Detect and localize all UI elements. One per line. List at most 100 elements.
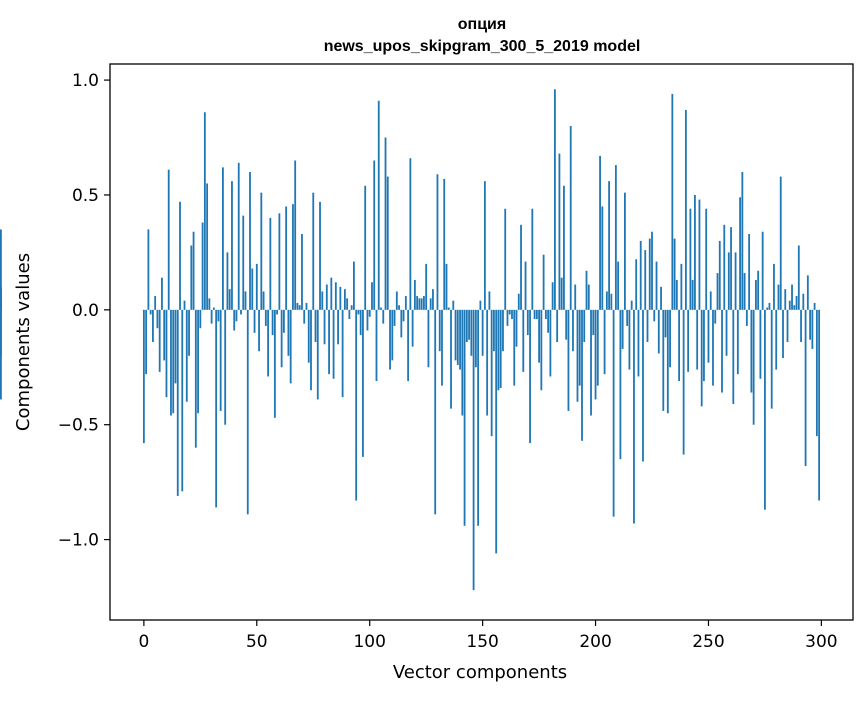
- bar-162: [508, 309, 511, 315]
- bar-61: [280, 309, 283, 368]
- bar-244: [694, 194, 696, 310]
- bar-132: [441, 309, 443, 386]
- bar-289: [795, 296, 798, 310]
- bar-82: [328, 309, 330, 375]
- bar-108: [386, 176, 389, 310]
- bar-218: [635, 259, 638, 310]
- bar-100: [368, 309, 371, 317]
- bar-275: [764, 309, 766, 510]
- bar-150: [481, 309, 484, 356]
- bar-157: [497, 309, 500, 391]
- bar-131: [438, 309, 441, 352]
- bar-123: [420, 298, 423, 310]
- bar-200: [594, 309, 597, 400]
- bar-163: [511, 309, 513, 320]
- plot-frame: [109, 63, 854, 621]
- bar-22: [192, 231, 195, 310]
- bar-19: [185, 309, 188, 402]
- bar-226: [653, 309, 656, 322]
- bar-235: [673, 238, 676, 310]
- bar-148: [477, 309, 480, 526]
- bar-130: [436, 174, 439, 310]
- bar-168: [522, 309, 525, 372]
- bar-47: [249, 171, 251, 310]
- bar-undefined: [0, 309, 2, 356]
- bar-198: [590, 309, 592, 416]
- bar-272: [757, 270, 760, 310]
- bar-45: [244, 291, 247, 310]
- bar-185: [560, 277, 563, 310]
- bar-238: [680, 263, 683, 310]
- bar-17: [181, 309, 184, 492]
- bar-196: [585, 270, 588, 310]
- x-tick-label-300: 300: [805, 632, 837, 652]
- bar-42: [237, 162, 240, 310]
- bar-0: [142, 309, 145, 444]
- bar-154: [490, 309, 493, 437]
- bar-14: [174, 309, 177, 384]
- bar-84: [332, 309, 335, 379]
- bar-2: [147, 229, 150, 310]
- bar-33: [217, 309, 220, 322]
- bar-20: [188, 309, 190, 356]
- bar-171: [529, 309, 531, 444]
- bar-115: [402, 309, 405, 322]
- bar-286: [788, 300, 791, 310]
- bar-221: [642, 309, 644, 462]
- bar-177: [542, 254, 545, 310]
- bar-294: [806, 275, 809, 310]
- x-tick-label-250: 250: [692, 632, 724, 652]
- bar-99: [366, 309, 369, 331]
- bar-282: [779, 176, 782, 310]
- bar-251: [709, 291, 712, 310]
- bar-230: [662, 309, 665, 411]
- bar-297: [813, 302, 816, 310]
- bar-77: [316, 309, 319, 400]
- bar-11: [167, 169, 170, 310]
- bar-188: [567, 309, 570, 411]
- bar-44: [242, 215, 245, 310]
- bar-248: [703, 309, 705, 382]
- bar-169: [524, 261, 527, 310]
- bar-86: [337, 309, 339, 345]
- bar-213: [624, 192, 626, 310]
- bar-280: [775, 309, 778, 370]
- bar-187: [565, 309, 568, 340]
- bar-281: [777, 284, 780, 310]
- bar-10: [165, 309, 168, 398]
- bar-231: [664, 309, 667, 338]
- y-tick-label-0: 1.0: [72, 71, 99, 91]
- bar-28: [206, 183, 209, 310]
- bar-279: [773, 263, 775, 310]
- bar-223: [646, 309, 649, 342]
- bar-222: [644, 250, 647, 310]
- bar-50: [255, 263, 258, 310]
- bar-234: [671, 93, 674, 310]
- bar-51: [258, 309, 260, 352]
- bar-30: [210, 309, 213, 324]
- bar-122: [418, 298, 421, 310]
- bar-206: [608, 181, 610, 310]
- bar-249: [705, 208, 708, 310]
- bar-58: [273, 309, 276, 418]
- bar-1: [145, 309, 148, 375]
- bar-158: [499, 309, 502, 388]
- bar-71: [303, 309, 306, 324]
- bar-85: [334, 282, 337, 310]
- bar-175: [538, 309, 540, 363]
- bar-95: [357, 309, 360, 315]
- bar-228: [657, 309, 660, 354]
- bar-264: [739, 197, 741, 310]
- bar-137: [452, 300, 455, 310]
- bar-180: [549, 309, 552, 377]
- bar-146: [472, 309, 475, 591]
- bar-233: [669, 309, 671, 368]
- bar-194: [581, 309, 583, 441]
- bar-252: [712, 309, 714, 386]
- bar-15: [176, 309, 179, 496]
- bar-189: [569, 126, 572, 310]
- bar-210: [617, 261, 620, 310]
- bar-117: [407, 309, 410, 382]
- bar-31: [212, 307, 215, 310]
